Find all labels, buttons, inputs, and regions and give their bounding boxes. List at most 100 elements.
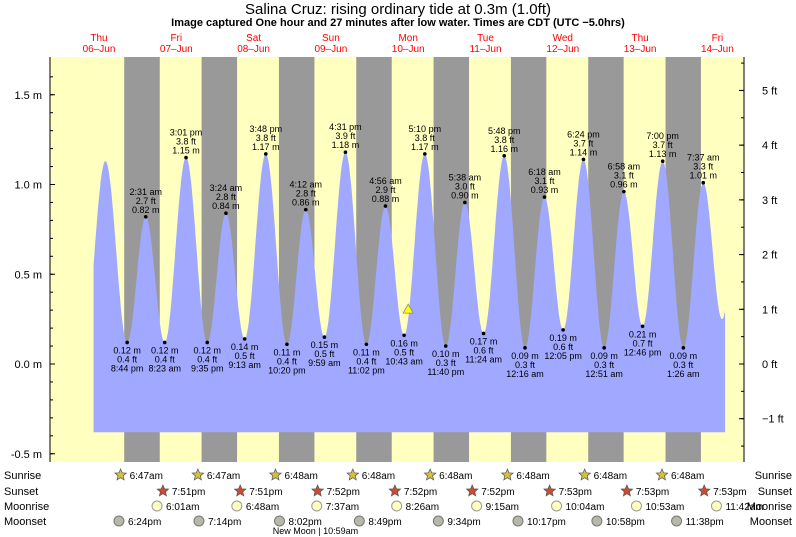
moonrise-time-label: 9:15am bbox=[486, 502, 519, 513]
low-tide-point bbox=[364, 342, 369, 347]
moonset-icon bbox=[273, 515, 285, 527]
sunset-row-label-right: Sunset bbox=[758, 486, 792, 498]
low-tide-ft-label: 0.6 ft bbox=[474, 345, 495, 355]
day-of-week-label: Wed bbox=[553, 33, 573, 44]
moonrise-time-label: 10:04am bbox=[566, 502, 605, 513]
high-tide-point bbox=[264, 152, 268, 156]
low-tide-m-label: 0.12 m bbox=[193, 345, 221, 355]
moonset-time-label: 11:38pm bbox=[686, 517, 724, 528]
sunrise-time-label: 6:48am bbox=[594, 471, 627, 482]
moonrise-time-label: 10:53am bbox=[645, 502, 684, 513]
low-tide-ft-label: 0.5 ft bbox=[394, 347, 415, 357]
low-tide-ft-label: 0.5 ft bbox=[235, 351, 256, 361]
high-tide-time-label: 3:48 pm bbox=[250, 124, 283, 134]
low-tide-point bbox=[602, 346, 606, 350]
moonrise-time-label: 8:26am bbox=[406, 502, 439, 513]
high-tide-point bbox=[303, 207, 308, 212]
right-tick-label: −1 ft bbox=[762, 414, 784, 426]
high-tide-point bbox=[184, 155, 188, 160]
right-tick-label: 3 ft bbox=[762, 195, 777, 207]
low-tide-time-label: 9:35 pm bbox=[191, 363, 224, 373]
low-tide-ft-label: 0.4 ft bbox=[277, 356, 298, 366]
high-tide-point bbox=[542, 195, 547, 199]
chart-subtitle: Image captured One hour and 27 minutes a… bbox=[171, 17, 625, 29]
sunset-time-label: 7:53pm bbox=[559, 487, 592, 498]
sunset-time-label: 7:51pm bbox=[172, 487, 205, 498]
low-tide-m-label: 0.12 m bbox=[151, 345, 179, 355]
low-tide-point bbox=[402, 333, 406, 338]
moonrise-icon bbox=[551, 500, 563, 512]
date-label: 13–Jun bbox=[624, 44, 657, 55]
date-label: 10–Jun bbox=[392, 44, 425, 55]
day-of-week-label: Fri bbox=[712, 33, 724, 44]
low-tide-m-label: 0.11 m bbox=[353, 347, 380, 357]
high-tide-ft-label: 3.1 ft bbox=[614, 171, 635, 181]
moonrise-icon bbox=[311, 500, 323, 512]
low-tide-time-label: 10:43 am bbox=[385, 356, 423, 366]
high-tide-point bbox=[502, 153, 507, 158]
moonrise-icon bbox=[710, 500, 722, 512]
low-tide-point bbox=[523, 346, 527, 350]
low-tide-time-label: 12:51 am bbox=[585, 369, 623, 379]
sunrise-icon bbox=[578, 468, 592, 481]
low-tide-ft-label: 0.3 ft bbox=[673, 360, 694, 370]
low-tide-time-label: 8:23 am bbox=[148, 363, 181, 373]
right-tick-label: 4 ft bbox=[762, 140, 777, 152]
high-tide-ft-label: 3.9 ft bbox=[335, 131, 356, 141]
moonrise-row-label-right: Moonrise bbox=[747, 501, 792, 513]
sunset-time-label: 7:52pm bbox=[404, 487, 437, 498]
sunrise-icon bbox=[191, 468, 205, 481]
low-tide-m-label: 0.17 m bbox=[470, 336, 498, 346]
high-tide-m-label: 1.14 m bbox=[570, 147, 598, 157]
moonset-row-label-right: Moonset bbox=[750, 516, 792, 528]
low-tide-time-label: 12:46 pm bbox=[624, 347, 662, 357]
sunrise-icon bbox=[423, 468, 437, 481]
high-tide-time-label: 5:48 pm bbox=[488, 126, 521, 136]
moonrise-icon bbox=[231, 500, 243, 512]
high-tide-time-label: 5:10 pm bbox=[409, 124, 442, 134]
left-tick-label: 1.5 m bbox=[14, 90, 42, 102]
sunrise-time-label: 6:48am bbox=[671, 471, 704, 482]
low-tide-m-label: 0.09 m bbox=[590, 351, 618, 361]
sunrise-icon bbox=[655, 468, 669, 481]
low-tide-point bbox=[640, 324, 645, 329]
high-tide-m-label: 0.88 m bbox=[372, 194, 400, 204]
left-tick-label: 0.5 m bbox=[14, 269, 42, 281]
moonset-icon bbox=[512, 515, 524, 527]
sunrise-icon bbox=[500, 468, 514, 481]
right-tick-label: 1 ft bbox=[762, 304, 777, 316]
high-tide-point bbox=[581, 157, 586, 162]
high-tide-ft-label: 2.7 ft bbox=[136, 196, 157, 206]
high-tide-m-label: 1.18 m bbox=[332, 140, 360, 150]
moonset-icon bbox=[353, 515, 365, 527]
high-tide-ft-label: 2.8 ft bbox=[296, 189, 317, 199]
sunrise-time-label: 6:48am bbox=[284, 471, 317, 482]
sunset-time-label: 7:53pm bbox=[636, 487, 669, 498]
sunrise-icon bbox=[114, 468, 128, 481]
sunset-icon bbox=[388, 484, 402, 497]
low-tide-time-label: 11:02 pm bbox=[348, 365, 385, 375]
high-tide-ft-label: 3.3 ft bbox=[693, 162, 714, 172]
day-of-week-label: Thu bbox=[90, 33, 107, 44]
high-tide-m-label: 1.17 m bbox=[252, 142, 280, 152]
high-tide-m-label: 0.84 m bbox=[212, 201, 240, 211]
low-tide-time-label: 1:26 am bbox=[667, 369, 700, 379]
moonset-icon bbox=[591, 515, 603, 527]
low-tide-ft-label: 0.3 ft bbox=[515, 360, 536, 370]
low-tide-point bbox=[205, 340, 210, 345]
high-tide-m-label: 1.01 m bbox=[689, 171, 717, 181]
sunrise-icon bbox=[268, 468, 283, 481]
low-tide-time-label: 10:20 pm bbox=[268, 365, 306, 375]
high-tide-point bbox=[622, 189, 626, 194]
high-tide-time-label: 6:18 am bbox=[528, 167, 561, 177]
high-tide-time-label: 6:24 pm bbox=[567, 129, 600, 139]
low-tide-ft-label: 0.5 ft bbox=[314, 349, 335, 359]
moonset-time-label: 6:24pm bbox=[128, 517, 161, 528]
date-label: 09–Jun bbox=[314, 44, 347, 55]
moonrise-icon bbox=[630, 500, 642, 512]
sunset-icon bbox=[543, 484, 557, 497]
high-tide-point bbox=[383, 204, 388, 208]
day-of-week-label: Mon bbox=[398, 33, 417, 44]
low-tide-ft-label: 0.7 ft bbox=[633, 338, 654, 348]
date-label: 08–Jun bbox=[237, 44, 270, 55]
